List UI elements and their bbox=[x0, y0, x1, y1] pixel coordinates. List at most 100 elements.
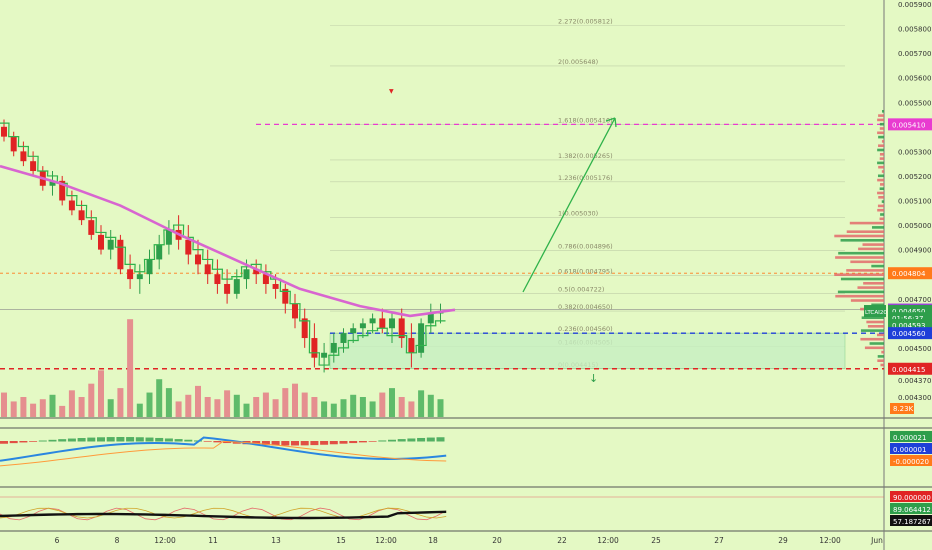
candle-body bbox=[185, 239, 192, 255]
volume-bar bbox=[156, 379, 163, 417]
candle-body bbox=[156, 244, 163, 260]
volume-bar bbox=[127, 319, 134, 417]
volume-badge-label: 8.23K bbox=[893, 405, 914, 413]
volume-profile-bar bbox=[880, 213, 884, 216]
macd-histogram-bar bbox=[329, 441, 338, 445]
volume-bar bbox=[146, 392, 153, 417]
stoch-d-line bbox=[0, 507, 447, 519]
volume-profile-bar bbox=[877, 191, 884, 195]
candle-body bbox=[427, 313, 434, 324]
volume-profile-bar bbox=[877, 148, 884, 152]
macd-histogram-bar bbox=[426, 437, 435, 442]
volume-profile-bar bbox=[877, 178, 884, 182]
price-tick-label: 0.005300 bbox=[898, 148, 931, 156]
volume-bar bbox=[427, 394, 434, 417]
macd-histogram-bar bbox=[58, 439, 67, 442]
rsi-badge bbox=[890, 515, 932, 526]
macd-histogram-bar bbox=[407, 438, 416, 442]
macd-histogram-bar bbox=[320, 441, 329, 445]
volume-profile-bar bbox=[879, 217, 884, 221]
volume-profile-bar bbox=[879, 157, 884, 160]
macd-histogram-bar bbox=[281, 441, 290, 446]
fib-level-label: 0.236(0.004560) bbox=[558, 325, 613, 333]
candle-body bbox=[233, 279, 240, 294]
volume-bar bbox=[10, 401, 17, 417]
rsi-badge bbox=[890, 503, 932, 514]
price-tick-label: 0.004370 bbox=[898, 377, 931, 385]
volume-profile-bar bbox=[840, 277, 884, 281]
volume-profile-bar bbox=[877, 204, 884, 208]
rsi-badge-label: 89.064412 bbox=[893, 506, 931, 514]
volume-profile-bar bbox=[860, 337, 884, 341]
price-badge-label: 0.004650 bbox=[892, 308, 925, 316]
volume-profile-bar bbox=[835, 294, 884, 298]
macd-badge-label: 0.000001 bbox=[893, 446, 926, 454]
volume-profile-bar bbox=[880, 363, 884, 367]
volume-profile-bar bbox=[869, 342, 884, 345]
time-tick-label: 13 bbox=[271, 536, 281, 545]
volume-profile-bar bbox=[857, 286, 884, 289]
candle-body bbox=[398, 318, 405, 339]
volume-profile-bar bbox=[871, 226, 884, 229]
projection-arrow bbox=[522, 117, 616, 293]
candle-body bbox=[350, 328, 357, 334]
volume-profile-bar bbox=[879, 187, 884, 190]
candle-body bbox=[321, 352, 328, 358]
time-tick-label: 6 bbox=[55, 536, 60, 545]
candle-body bbox=[282, 288, 289, 304]
volume-bar bbox=[389, 388, 395, 417]
candle-body bbox=[262, 274, 269, 285]
fib-level-label: 2.272(0.005812) bbox=[558, 18, 613, 26]
volume-profile-bar bbox=[850, 260, 884, 264]
volume-profile-bar bbox=[877, 355, 884, 358]
time-tick-label: 12:00 bbox=[597, 536, 619, 545]
price-tick-label: 0.005100 bbox=[898, 198, 931, 206]
volume-bar bbox=[204, 397, 211, 417]
candle-body bbox=[127, 269, 134, 280]
volume-bar bbox=[253, 397, 260, 417]
candle-body bbox=[136, 274, 143, 280]
marker-triangle-icon: ▼ bbox=[389, 88, 394, 95]
stoch-k-line bbox=[0, 507, 447, 521]
time-tick-label: 22 bbox=[557, 536, 567, 545]
fib-level-label: 0.382(0.004650) bbox=[558, 303, 613, 311]
macd-histogram-bar bbox=[184, 439, 193, 442]
volume-profile-bar bbox=[879, 127, 884, 130]
signal-line bbox=[0, 440, 447, 467]
price-badge-label: 0.004415 bbox=[892, 366, 925, 374]
macd-histogram-bar bbox=[116, 437, 125, 442]
macd-histogram-bar bbox=[9, 441, 18, 444]
volume-bar bbox=[1, 392, 7, 417]
macd-histogram-bar bbox=[349, 441, 358, 444]
macd-histogram-bar bbox=[436, 437, 445, 442]
macd-histogram-bar bbox=[368, 441, 377, 442]
macd-histogram-bar bbox=[0, 441, 8, 444]
volume-bar bbox=[437, 399, 444, 417]
volume-profile-bar bbox=[861, 316, 884, 319]
candle-body bbox=[30, 161, 37, 172]
volume-bar bbox=[88, 383, 95, 417]
symbol-tag bbox=[864, 305, 886, 318]
candle-body bbox=[49, 180, 56, 186]
volume-bar bbox=[272, 399, 279, 417]
macd-histogram-bar bbox=[106, 437, 115, 442]
volume-profile-bar bbox=[881, 170, 884, 173]
macd-histogram-bar bbox=[29, 441, 38, 442]
candle-body bbox=[253, 269, 260, 275]
fib-level-label: 0.618(0.004795) bbox=[558, 267, 613, 275]
volume-profile-bar bbox=[878, 196, 884, 199]
macd-line bbox=[0, 436, 447, 462]
price-tick-label: 0.004700 bbox=[898, 296, 931, 304]
volume-bar bbox=[408, 401, 415, 417]
volume-profile-bar bbox=[838, 251, 884, 255]
macd-badge bbox=[890, 443, 932, 454]
price-tick-label: 0.005500 bbox=[898, 99, 931, 107]
volume-profile-bar bbox=[840, 239, 884, 242]
candle-body bbox=[340, 333, 347, 343]
volume-bar bbox=[117, 388, 124, 417]
time-tick-label: 27 bbox=[714, 536, 724, 545]
macd-badge-label: -0.000020 bbox=[893, 458, 929, 466]
price-tick-label: 0.005700 bbox=[898, 50, 931, 58]
